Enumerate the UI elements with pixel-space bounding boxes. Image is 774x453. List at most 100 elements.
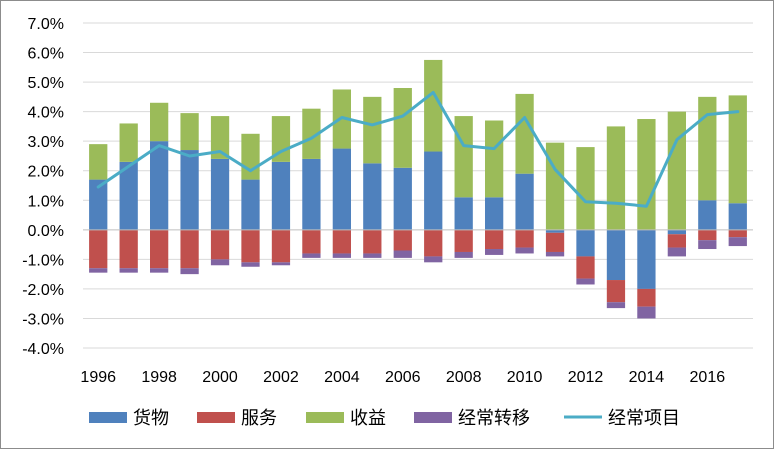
- x-tick-label: 2014: [629, 369, 665, 386]
- bar-服务-2009: [485, 229, 504, 250]
- bar-收益-2014: [637, 119, 656, 230]
- x-tick-label: 2012: [568, 369, 604, 386]
- bar-服务-2015: [667, 234, 686, 248]
- y-tick-label: -1.0%: [22, 252, 64, 269]
- bar-收益-2001: [241, 133, 260, 180]
- bar-收益-2016: [698, 96, 717, 201]
- y-tick-label: -3.0%: [22, 311, 64, 328]
- bar-经常转移-2005: [363, 253, 382, 258]
- legend-swatch-货物: [89, 412, 127, 423]
- bar-经常转移-1996: [89, 268, 108, 273]
- y-tick-label: 2.0%: [28, 164, 64, 181]
- y-tick-label: 7.0%: [28, 16, 64, 33]
- bar-经常转移-1997: [119, 268, 138, 273]
- bar-服务-1997: [119, 229, 138, 269]
- bar-经常转移-2002: [271, 262, 291, 266]
- bar-服务-2006: [393, 229, 412, 251]
- x-tick-label: 1996: [80, 369, 116, 386]
- legend-label-经常转移: 经常转移: [458, 408, 530, 428]
- bar-服务-2013: [606, 280, 626, 303]
- bar-经常转移-2013: [606, 302, 626, 309]
- x-tick-label: 2010: [507, 369, 543, 386]
- bar-货物-2000: [210, 158, 230, 230]
- bar-货物-2002: [271, 161, 291, 230]
- y-tick-label: 0.0%: [28, 223, 64, 240]
- bar-收益-2008: [454, 116, 473, 198]
- y-tick-label: 4.0%: [28, 105, 64, 122]
- bar-收益-2013: [606, 126, 626, 230]
- bar-经常转移-2016: [698, 240, 717, 250]
- x-tick-label: 1998: [141, 369, 177, 386]
- bar-货物-1998: [150, 141, 169, 230]
- bar-货物-2017: [728, 203, 747, 230]
- bar-服务-2001: [241, 229, 260, 263]
- x-tick-label: 2004: [324, 369, 360, 386]
- bar-经常转移-2003: [302, 253, 321, 258]
- bar-货物-1997: [119, 161, 138, 230]
- bar-货物-2015: [667, 229, 686, 235]
- bar-经常转移-2001: [241, 262, 260, 267]
- bar-经常转移-2017: [728, 237, 747, 247]
- bar-经常转移-2011: [545, 251, 565, 257]
- bar-收益-2012: [576, 147, 595, 230]
- bar-货物-2007: [424, 151, 443, 230]
- bar-货物-2016: [698, 200, 717, 230]
- bar-收益-2007: [424, 59, 443, 152]
- legend-label-服务: 服务: [241, 408, 277, 428]
- legend-label-货物: 货物: [133, 408, 169, 428]
- y-tick-label: 1.0%: [28, 193, 64, 210]
- bar-收益-2009: [485, 120, 504, 198]
- bar-服务-2014: [637, 288, 656, 307]
- bar-收益-2000: [210, 116, 230, 159]
- line-series: [96, 90, 740, 208]
- bar-经常转移-2015: [667, 247, 686, 257]
- bar-服务-2004: [332, 229, 351, 254]
- bar-收益-2017: [728, 95, 747, 204]
- x-tick-label: 2000: [202, 369, 238, 386]
- legend-swatch-收益: [306, 412, 344, 423]
- bar-经常转移-1998: [150, 268, 169, 273]
- y-tick-label: -2.0%: [22, 282, 64, 299]
- x-tick-label: 2002: [263, 369, 299, 386]
- bars: [89, 59, 747, 319]
- bar-货物-2011: [545, 229, 565, 233]
- bar-服务-2005: [363, 229, 382, 254]
- bar-经常转移-2009: [485, 249, 504, 255]
- bar-服务-2012: [576, 256, 595, 279]
- bar-服务-1999: [180, 229, 199, 269]
- bar-货物-2012: [576, 229, 595, 257]
- y-tick-label: 5.0%: [28, 75, 64, 92]
- bar-经常转移-2014: [637, 306, 656, 319]
- bar-收益-2010: [515, 93, 534, 174]
- x-tick-label: 2008: [446, 369, 482, 386]
- x-tick-label: 2016: [690, 369, 726, 386]
- legend-swatch-经常转移: [414, 412, 452, 423]
- bar-经常转移-2004: [332, 253, 351, 258]
- bar-货物-1996: [89, 179, 108, 230]
- bar-收益-2005: [363, 96, 382, 164]
- bar-货物-2010: [515, 173, 534, 230]
- y-tick-label: -4.0%: [22, 341, 64, 358]
- bar-货物-2013: [606, 229, 626, 281]
- bar-收益-1999: [180, 113, 199, 151]
- x-axis-ticks: 1996 1998 2000 2002 2004 2006 2008 2010 2012 2014…: [80, 369, 725, 386]
- legend-label-经常项目: 经常项目: [608, 408, 680, 428]
- bar-经常转移-1999: [180, 268, 199, 275]
- bar-收益-1996: [89, 144, 108, 180]
- legend-label-收益: 收益: [350, 408, 386, 428]
- bar-经常转移-2008: [454, 251, 473, 258]
- bar-服务-1996: [89, 229, 108, 269]
- bar-服务-2002: [271, 229, 291, 263]
- bar-服务-2017: [728, 229, 747, 238]
- bar-货物-2009: [485, 197, 504, 230]
- bar-服务-2007: [424, 229, 443, 257]
- bar-经常转移-2000: [210, 259, 230, 266]
- y-axis-ticks: -4.0% -3.0% -2.0% -1.0% 0.0% 1.0% 2.0% 3.0% 4.0%…: [22, 16, 64, 358]
- bar-货物-2014: [637, 229, 656, 289]
- bar-服务-2000: [210, 229, 230, 260]
- bar-服务-2011: [545, 232, 565, 252]
- bar-货物-2005: [363, 163, 382, 230]
- bar-经常转移-2012: [576, 278, 595, 285]
- bar-服务-1998: [150, 229, 169, 269]
